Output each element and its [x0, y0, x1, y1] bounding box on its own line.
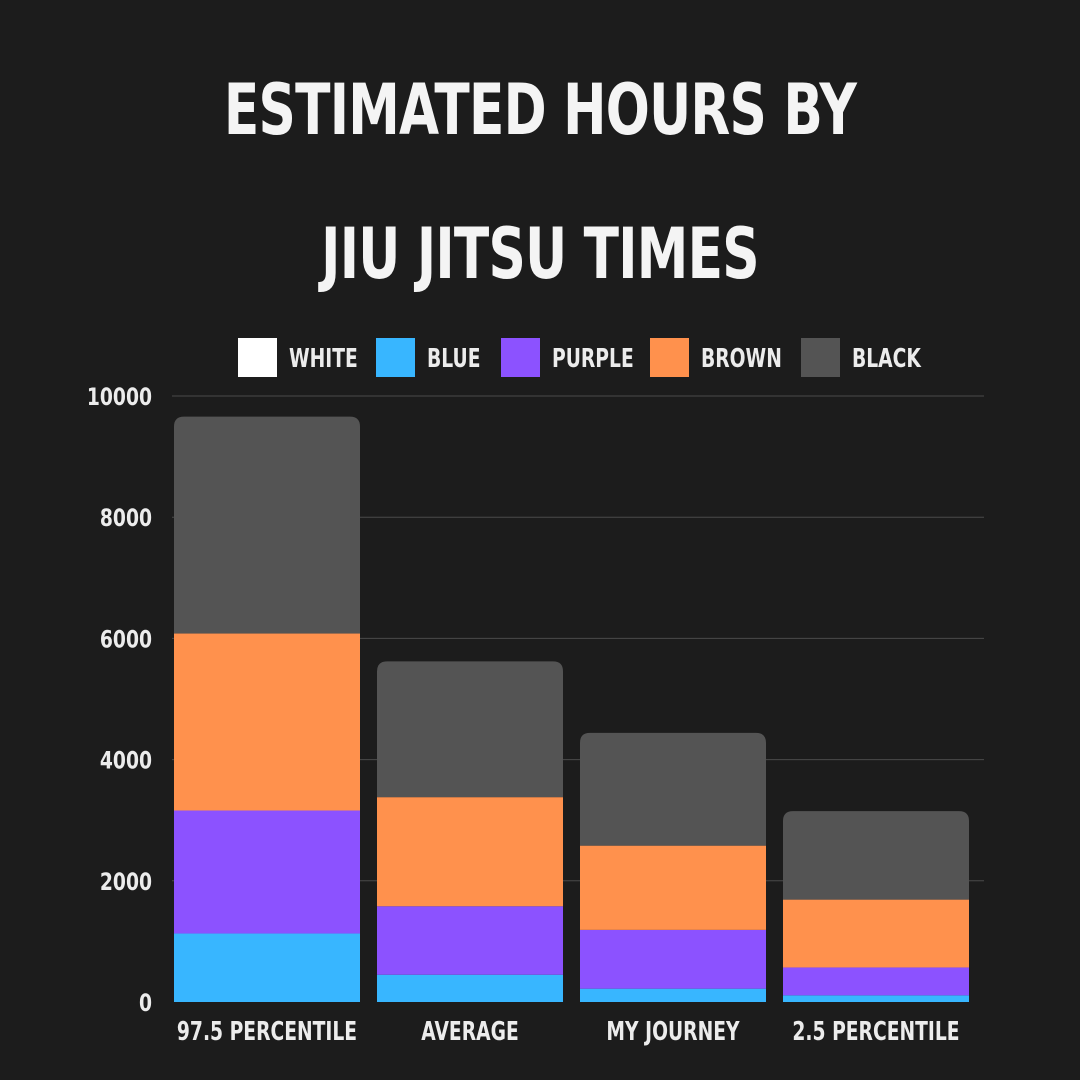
bar-purple-4 — [783, 967, 969, 996]
y-tick-label: 10000 — [87, 384, 152, 412]
legend-label-white: WHITE — [289, 344, 358, 374]
bar-brown-2 — [377, 797, 563, 907]
legend-label-purple: PURPLE — [552, 344, 634, 374]
y-tick-label: 8000 — [100, 505, 152, 533]
y-tick-label: 4000 — [100, 747, 152, 775]
bar-purple-2 — [377, 906, 563, 975]
bar-brown-3 — [580, 845, 766, 930]
bar-brown-1 — [174, 633, 360, 811]
legend-label-black: BLACK — [852, 344, 922, 374]
x-category-label: 97.5 PERCENTILE — [177, 1017, 357, 1047]
x-category-label: 2.5 PERCENTILE — [792, 1017, 959, 1047]
x-category-label: MY JOURNEY — [606, 1017, 740, 1047]
bar-purple-1 — [174, 810, 360, 934]
bar-brown-4 — [783, 899, 969, 968]
bar-black-4 — [783, 811, 969, 900]
y-tick-label: 2000 — [100, 869, 152, 897]
legend-swatch-black — [801, 338, 840, 377]
bar-blue-4 — [783, 995, 969, 1002]
bar-purple-3 — [580, 929, 766, 989]
bar-black-1 — [174, 416, 360, 634]
legend-swatch-purple — [501, 338, 540, 377]
legend-label-brown: BROWN — [701, 344, 782, 374]
x-category-label: AVERAGE — [421, 1017, 518, 1047]
chart-title-line-1: ESTIMATED HOURS BY — [223, 69, 857, 151]
bar-black-3 — [580, 732, 766, 846]
y-tick-label: 6000 — [100, 626, 152, 654]
bar-blue-3 — [580, 988, 766, 1002]
bar-blue-1 — [174, 933, 360, 1002]
chart-title: ESTIMATED HOURS BY JIU JITSU TIMES — [140, 38, 939, 326]
legend-swatch-white — [238, 338, 277, 377]
legend-swatch-brown — [650, 338, 689, 377]
legend-swatch-blue — [376, 338, 415, 377]
y-tick-label: 0 — [139, 990, 152, 1018]
legend-label-blue: BLUE — [427, 344, 480, 374]
chart-title-line-2: JIU JITSU TIMES — [321, 213, 759, 295]
bar-black-2 — [377, 661, 563, 798]
bar-blue-2 — [377, 974, 563, 1002]
